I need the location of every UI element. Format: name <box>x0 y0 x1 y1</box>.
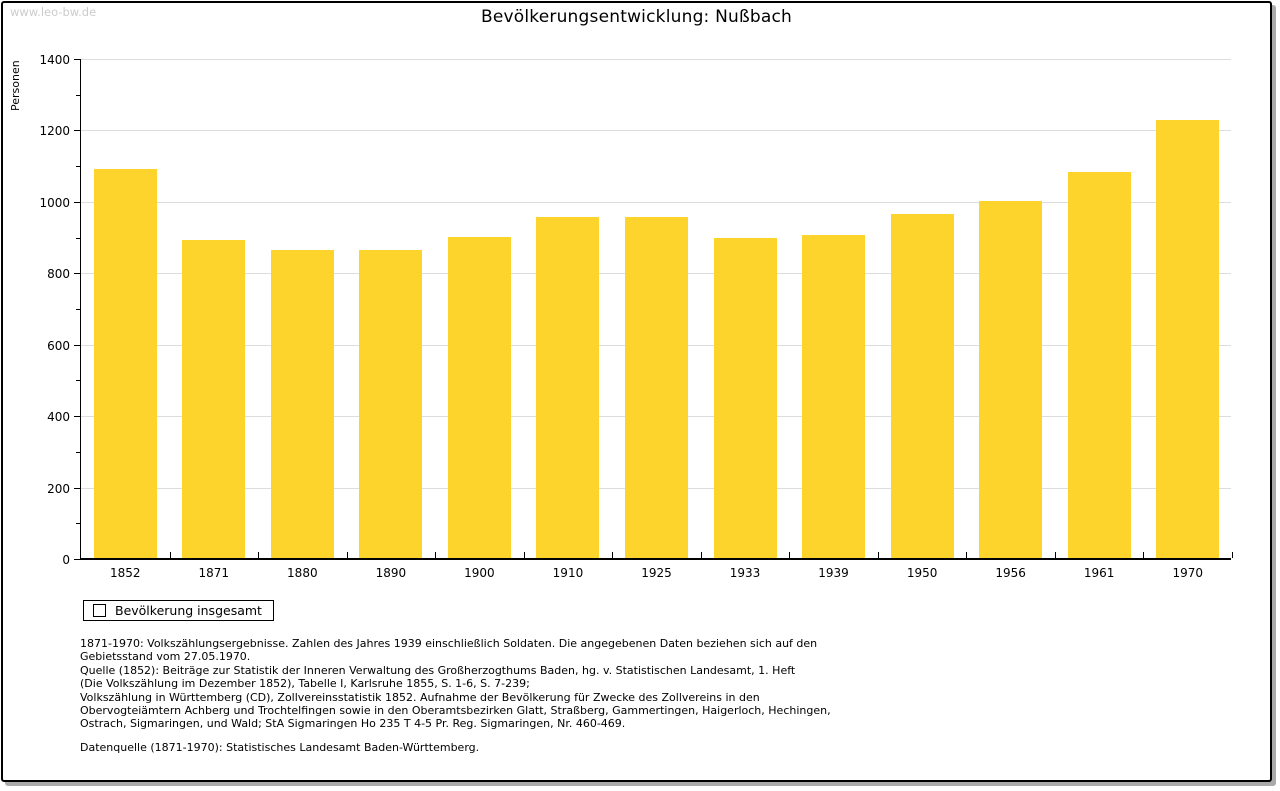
x-tick-8 <box>789 552 791 558</box>
y-tick-label-600: 600 <box>47 338 70 353</box>
bar-1880 <box>270 250 334 558</box>
x-tick-4 <box>435 552 437 558</box>
y-tick-label-400: 400 <box>47 410 70 425</box>
x-tick-11 <box>1054 552 1056 558</box>
y-tick-600 <box>74 344 81 346</box>
bar-1910 <box>536 217 600 558</box>
legend-swatch-icon <box>93 604 106 617</box>
x-tick-2 <box>258 552 260 558</box>
x-label-1933: 1933 <box>729 566 761 580</box>
legend-label: Bevölkerung insgesamt <box>115 603 262 618</box>
y-tick-800 <box>74 273 81 275</box>
x-label-1910: 1910 <box>552 566 584 580</box>
bar-1852 <box>93 169 157 558</box>
legend: Bevölkerung insgesamt <box>83 600 274 621</box>
plot-area: 0 200 400 600 800 1000 1200 1400 1852 1871 1880 189… <box>39 53 1233 580</box>
footnote-line-5: Volkszählung in Württemberg (CD), Zollve… <box>80 690 760 704</box>
footnote-line-4: (Die Volkszählung im Dezember 1852), Tab… <box>80 677 530 691</box>
bar-1900 <box>447 237 511 558</box>
y-minortick-900 <box>76 237 81 239</box>
y-minortick-500 <box>76 380 81 382</box>
watermark: www.leo-bw.de <box>10 5 97 19</box>
y-tick-400 <box>74 416 81 418</box>
y-tick-1400 <box>74 59 81 60</box>
y-minortick-1300 <box>76 94 81 96</box>
footnotes: 1871-1970: Volkszählungsergebnisse. Zahl… <box>80 637 831 731</box>
footnote-line-3: Quelle (1852): Beiträge zur Statistik de… <box>80 663 796 677</box>
y-tick-label-1200: 1200 <box>39 124 70 139</box>
y-tick-1000 <box>74 201 81 203</box>
x-label-1950: 1950 <box>906 566 938 580</box>
x-tick-7 <box>700 552 702 558</box>
y-minortick-100 <box>76 523 81 525</box>
x-tick-6 <box>612 552 614 558</box>
y-minortick-700 <box>76 309 81 310</box>
x-label-1925: 1925 <box>641 566 672 580</box>
bar-1970 <box>1156 120 1220 558</box>
x-label-1900: 1900 <box>464 566 495 580</box>
gridline-1200 <box>81 130 1231 132</box>
gridline-1000 <box>81 201 1231 203</box>
footnote-line-6: Obervogteiämtern Achberg und Trochtelfin… <box>80 704 831 718</box>
bar-1950 <box>890 214 954 558</box>
x-tick-3 <box>346 552 348 558</box>
x-tick-1 <box>169 552 171 558</box>
footnote-line-1: 1871-1970: Volkszählungsergebnisse. Zahl… <box>80 637 818 650</box>
bar-1933 <box>713 238 777 558</box>
bar-1871 <box>182 240 246 558</box>
y-axis-title: Personen <box>9 60 22 111</box>
y-minortick-300 <box>76 451 81 453</box>
x-label-1890: 1890 <box>375 566 407 580</box>
data-source: Datenquelle (1871-1970): Statistisches L… <box>80 741 480 754</box>
bar-1925 <box>625 217 688 558</box>
y-minortick-1100 <box>76 166 81 168</box>
y-tick-label-200: 200 <box>47 481 70 496</box>
x-label-1880: 1880 <box>287 566 318 580</box>
y-tick-200 <box>74 487 81 489</box>
bar-1961 <box>1067 171 1131 558</box>
x-label-1961: 1961 <box>1083 566 1115 580</box>
x-label-1852: 1852 <box>109 566 141 580</box>
bar-1890 <box>359 250 423 558</box>
page-title: Bevölkerungsentwicklung: Nußbach <box>480 7 793 27</box>
x-tick-5 <box>523 552 525 558</box>
x-tick-9 <box>877 552 879 558</box>
bar-1939 <box>802 235 866 558</box>
x-label-1956: 1956 <box>995 566 1026 580</box>
y-tick-label-0: 0 <box>62 553 70 567</box>
x-tick-13 <box>1232 552 1233 558</box>
x-tick-12 <box>1143 552 1145 558</box>
x-tick-10 <box>966 552 968 558</box>
population-chart: Personen 0 200 400 600 800 1000 1200 1400 1852 18… <box>3 3 1270 780</box>
x-label-1970: 1970 <box>1172 566 1203 580</box>
y-tick-label-800: 800 <box>47 267 70 282</box>
x-label-1871: 1871 <box>198 566 230 580</box>
bar-1956 <box>979 201 1043 558</box>
y-tick-label-1000: 1000 <box>39 195 70 210</box>
gridline-1400 <box>81 59 1231 60</box>
footnote-line-7: Ostrach, Sigmaringen, und Wald; StA Sigm… <box>80 717 626 731</box>
y-tick-0 <box>74 559 81 560</box>
x-label-1939: 1939 <box>818 566 849 580</box>
y-tick-1200 <box>74 130 81 132</box>
footnote-line-2: Gebietsstand vom 27.05.1970. <box>80 650 251 664</box>
y-tick-label-1400: 1400 <box>39 53 70 67</box>
